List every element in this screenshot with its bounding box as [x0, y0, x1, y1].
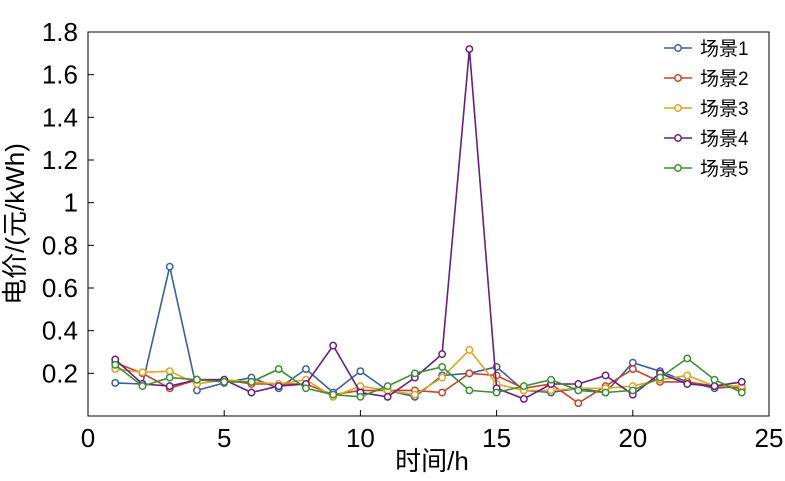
- data-point: [519, 382, 528, 391]
- legend-label: 场景2: [700, 68, 749, 90]
- data-point: [492, 388, 501, 397]
- data-point: [601, 388, 610, 397]
- x-tick-label: 25: [755, 423, 784, 453]
- legend-marker: [674, 134, 682, 142]
- legend-label: 场景1: [700, 38, 749, 60]
- data-point: [465, 45, 474, 54]
- data-point: [465, 345, 474, 354]
- data-point: [383, 392, 392, 401]
- legend-item: 场景3: [664, 98, 749, 120]
- legend-label: 场景5: [700, 158, 749, 180]
- data-point: [628, 365, 637, 374]
- data-point: [193, 386, 201, 395]
- data-point: [301, 365, 310, 374]
- data-point: [683, 380, 692, 388]
- data-point: [165, 373, 174, 382]
- data-point: [329, 341, 338, 350]
- data-point: [465, 386, 474, 395]
- data-point: [193, 375, 201, 384]
- y-tick-label: 1.6: [42, 60, 78, 90]
- data-point: [301, 384, 310, 393]
- data-point: [628, 358, 637, 367]
- legend-label: 场景4: [700, 128, 749, 150]
- x-tick-label: 15: [482, 423, 511, 453]
- y-tick-label: 1.2: [42, 145, 78, 175]
- data-point: [547, 386, 556, 395]
- data-point: [574, 380, 583, 388]
- data-point: [165, 382, 174, 391]
- data-point: [628, 386, 637, 395]
- data-point: [519, 394, 528, 403]
- x-tick-label: 0: [81, 423, 95, 453]
- series-line: [114, 357, 743, 398]
- data-point: [438, 373, 447, 382]
- y-tick-label: 0.2: [42, 358, 78, 388]
- series-line: [114, 49, 742, 400]
- data-point: [383, 382, 392, 391]
- series-layer: [111, 45, 746, 408]
- data-point: [274, 365, 283, 374]
- legend-marker: [674, 44, 682, 52]
- x-tick-label: 5: [217, 423, 231, 453]
- data-point: [465, 369, 474, 378]
- data-point: [601, 371, 610, 380]
- y-tick-label: 1.4: [42, 102, 78, 132]
- series-5: [111, 354, 746, 401]
- data-point: [438, 350, 447, 359]
- plot-frame: [87, 31, 770, 417]
- data-point: [274, 382, 283, 391]
- data-point: [247, 388, 256, 397]
- x-axis-title: 时间/h: [395, 446, 469, 476]
- data-point: [574, 386, 583, 395]
- data-point: [710, 375, 719, 384]
- ticks-layer: 0 5 10 15 20 25 0.2 0.4 0.6 0.8 1 1.2 1.4 1.6 1.8: [42, 17, 784, 453]
- series-line: [115, 266, 742, 398]
- data-point: [438, 362, 447, 371]
- x-tick-label: 10: [346, 423, 375, 453]
- data-point: [410, 369, 419, 378]
- data-point: [329, 390, 338, 399]
- data-point: [574, 399, 583, 408]
- data-point: [111, 378, 120, 387]
- data-point: [138, 382, 147, 391]
- data-point: [138, 368, 147, 377]
- legend-item: 场景2: [664, 68, 749, 90]
- legend-marker: [674, 164, 682, 172]
- legend-item: 场景5: [664, 158, 749, 180]
- y-tick-label: 0.6: [42, 273, 78, 303]
- data-point: [547, 375, 556, 384]
- y-tick-label: 0.4: [42, 316, 78, 346]
- legend-item: 场景1: [664, 38, 749, 60]
- legend-marker: [674, 74, 682, 82]
- data-point: [492, 371, 501, 380]
- data-point: [356, 392, 365, 401]
- x-tick-label: 20: [618, 423, 647, 453]
- series-line: [115, 348, 742, 398]
- data-point: [247, 377, 256, 386]
- data-point: [683, 371, 692, 380]
- series-4: [111, 45, 746, 403]
- data-point: [165, 367, 174, 376]
- y-tick-label: 1.8: [42, 17, 78, 47]
- y-tick-label: 0.8: [42, 230, 78, 260]
- legend: 场景1 场景2 场景3 场景4 场景5: [664, 38, 749, 180]
- legend-item: 场景4: [664, 128, 749, 150]
- data-point: [737, 388, 746, 397]
- data-point: [683, 354, 692, 363]
- data-point: [410, 390, 419, 399]
- data-point: [165, 262, 174, 271]
- y-axis-title: 电价/(元/kWh): [0, 143, 30, 305]
- y-tick-label: 1: [64, 188, 78, 218]
- data-point: [656, 373, 664, 382]
- data-point: [220, 377, 229, 386]
- data-point: [710, 382, 719, 391]
- data-point: [356, 367, 365, 376]
- data-point: [737, 377, 746, 386]
- data-point: [111, 360, 120, 369]
- data-point: [438, 388, 447, 397]
- legend-label: 场景3: [700, 98, 749, 120]
- legend-marker: [674, 104, 682, 112]
